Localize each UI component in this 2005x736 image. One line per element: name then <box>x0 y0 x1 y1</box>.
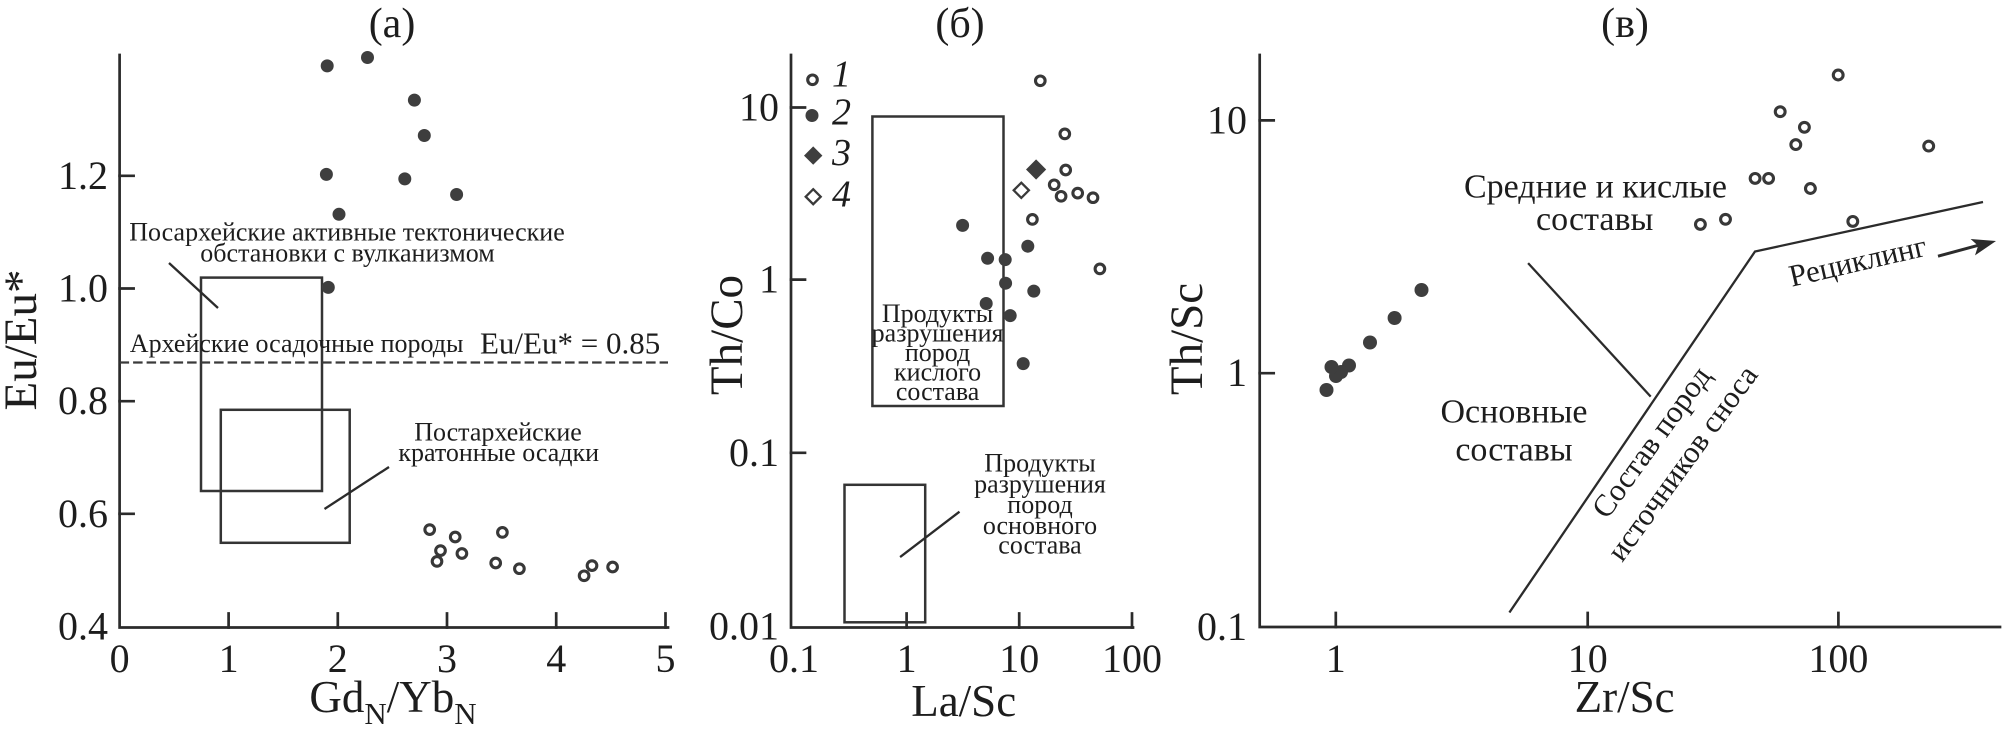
svg-text:1: 1 <box>219 636 239 681</box>
svg-text:0.8: 0.8 <box>58 378 108 423</box>
svg-text:Продукты: Продукты <box>882 299 993 328</box>
svg-text:3: 3 <box>831 132 851 174</box>
svg-text:0: 0 <box>110 636 130 681</box>
svg-text:4: 4 <box>546 636 566 681</box>
svg-text:Th/Sc: Th/Sc <box>1161 283 1213 395</box>
svg-text:1.2: 1.2 <box>58 153 108 198</box>
svg-text:10: 10 <box>999 636 1039 681</box>
svg-text:(в): (в) <box>1601 1 1649 47</box>
svg-text:Th/Co: Th/Co <box>701 275 753 395</box>
svg-text:1: 1 <box>1227 350 1247 395</box>
svg-text:3: 3 <box>437 636 457 681</box>
svg-text:Посархейские активные тектонич: Посархейские активные тектонические <box>129 218 565 247</box>
svg-text:1: 1 <box>897 636 917 681</box>
svg-text:разрушения: разрушения <box>974 469 1106 498</box>
svg-text:100: 100 <box>1808 636 1868 681</box>
svg-text:Zr/Sc: Zr/Sc <box>1575 672 1675 722</box>
svg-text:обстановки с вулканизмом: обстановки с вулканизмом <box>200 239 494 268</box>
svg-text:2: 2 <box>832 92 851 134</box>
svg-text:(а): (а) <box>369 1 416 47</box>
svg-text:Архейские осадочные породы: Архейские осадочные породы <box>130 329 464 358</box>
svg-text:0.1: 0.1 <box>769 636 819 681</box>
svg-text:кислого: кислого <box>894 358 981 387</box>
svg-text:составы: составы <box>1455 431 1572 468</box>
svg-text:1: 1 <box>1326 636 1346 681</box>
svg-text:10: 10 <box>739 85 779 130</box>
svg-text:1.0: 1.0 <box>58 266 108 311</box>
svg-text:разрушения: разрушения <box>872 318 1004 347</box>
svg-text:2: 2 <box>328 636 348 681</box>
svg-text:состава: состава <box>896 377 980 406</box>
svg-text:Продукты: Продукты <box>984 448 1095 477</box>
svg-text:Eu/Eu*: Eu/Eu* <box>0 270 47 411</box>
svg-text:GdN/YbN: GdN/YbN <box>309 672 476 731</box>
svg-text:кратонные осадки: кратонные осадки <box>398 438 599 467</box>
svg-text:5: 5 <box>656 636 676 681</box>
svg-text:состава: состава <box>998 531 1082 560</box>
svg-text:0.1: 0.1 <box>729 430 779 475</box>
svg-text:100: 100 <box>1102 636 1162 681</box>
svg-text:(б): (б) <box>935 1 984 47</box>
svg-text:0.01: 0.01 <box>709 604 779 649</box>
svg-text:Постархейские: Постархейские <box>414 417 582 446</box>
svg-text:пород: пород <box>905 338 970 367</box>
svg-text:0.4: 0.4 <box>58 604 108 649</box>
svg-text:Средние и кислые: Средние и кислые <box>1464 169 1727 206</box>
svg-text:0.1: 0.1 <box>1197 604 1247 649</box>
svg-text:Eu/Eu* = 0.85: Eu/Eu* = 0.85 <box>480 326 660 361</box>
svg-text:1: 1 <box>832 54 851 96</box>
svg-text:10: 10 <box>1568 636 1608 681</box>
svg-text:основного: основного <box>983 511 1097 540</box>
svg-text:La/Sc: La/Sc <box>911 676 1016 726</box>
svg-text:4: 4 <box>832 174 851 216</box>
svg-text:0.6: 0.6 <box>58 491 108 536</box>
svg-text:составы: составы <box>1536 201 1653 238</box>
svg-text:пород: пород <box>1007 490 1072 519</box>
svg-text:1: 1 <box>759 257 779 302</box>
svg-text:Основные: Основные <box>1440 393 1587 430</box>
svg-text:10: 10 <box>1207 97 1247 142</box>
